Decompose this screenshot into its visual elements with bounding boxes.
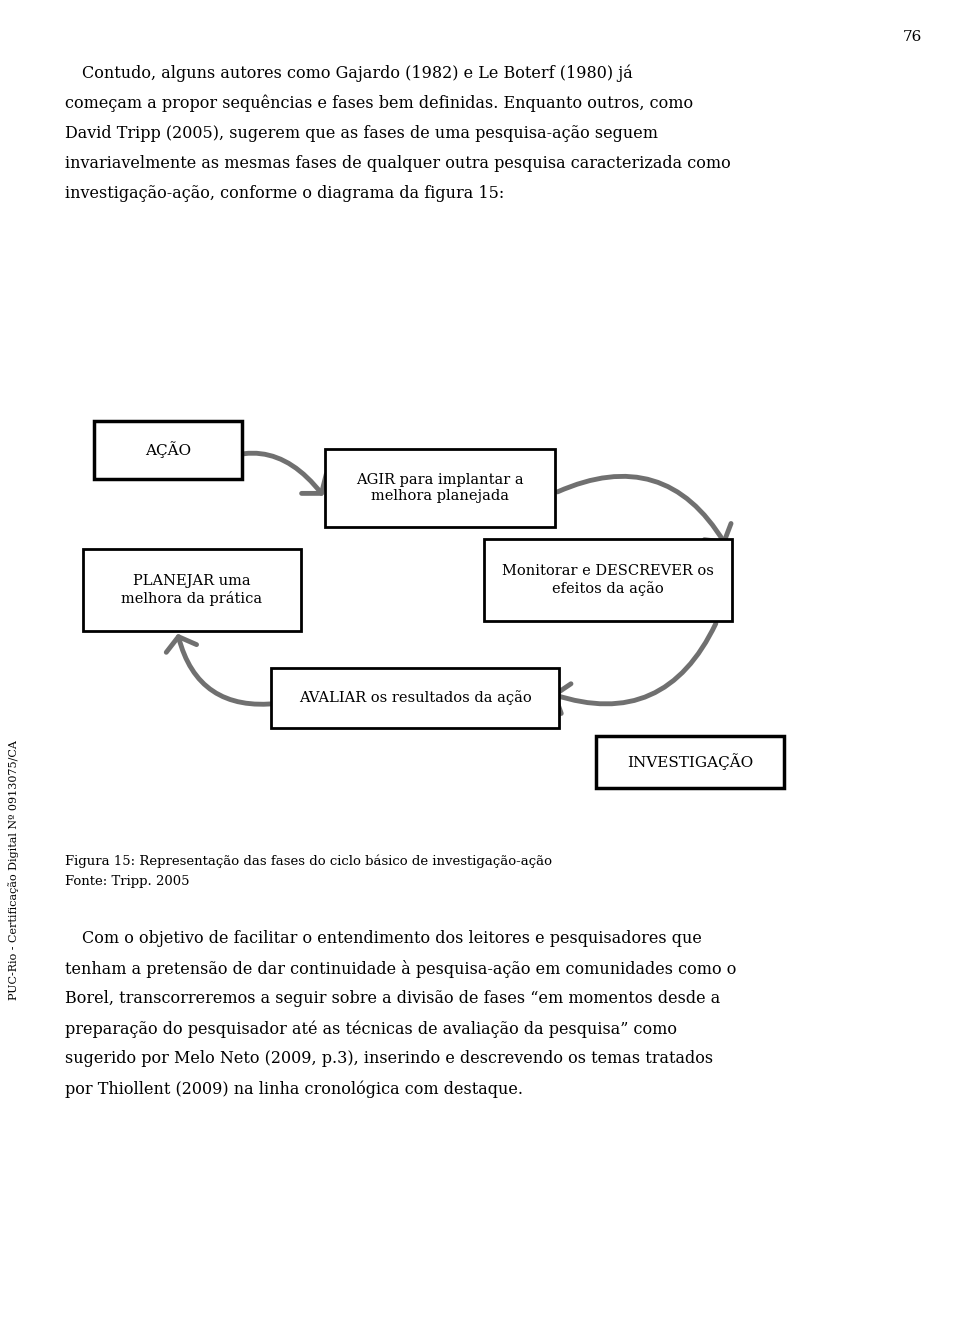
- Text: Monitorar e DESCREVER os
efeitos da ação: Monitorar e DESCREVER os efeitos da ação: [502, 565, 714, 596]
- Text: AÇÃO: AÇÃO: [145, 442, 191, 459]
- Text: Contudo, alguns autores como Gajardo (1982) e Le Boterf (1980) já: Contudo, alguns autores como Gajardo (19…: [82, 65, 633, 83]
- Text: INVESTIGAÇÃO: INVESTIGAÇÃO: [627, 753, 754, 770]
- Text: PLANEJAR uma
melhora da prática: PLANEJAR uma melhora da prática: [121, 574, 263, 605]
- Text: Borel, transcorreremos a seguir sobre a divisão de fases “em momentos desde a: Borel, transcorreremos a seguir sobre a …: [65, 991, 720, 1006]
- Text: Com o objetivo de facilitar o entendimento dos leitores e pesquisadores que: Com o objetivo de facilitar o entendimen…: [82, 930, 702, 947]
- Text: PUC-Rio - Certificação Digital Nº 0913075/CA: PUC-Rio - Certificação Digital Nº 091307…: [9, 740, 19, 1000]
- Text: sugerido por Melo Neto (2009, p.3), inserindo e descrevendo os temas tratados: sugerido por Melo Neto (2009, p.3), inse…: [65, 1050, 713, 1067]
- Text: por Thiollent (2009) na linha cronológica com destaque.: por Thiollent (2009) na linha cronológic…: [65, 1080, 523, 1097]
- FancyBboxPatch shape: [325, 448, 555, 528]
- Text: tenham a pretensão de dar continuidade à pesquisa-ação em comunidades como o: tenham a pretensão de dar continuidade à…: [65, 960, 736, 977]
- FancyBboxPatch shape: [83, 549, 301, 630]
- FancyBboxPatch shape: [271, 667, 559, 728]
- FancyBboxPatch shape: [484, 539, 732, 621]
- FancyBboxPatch shape: [596, 736, 784, 787]
- Text: AVALIAR os resultados da ação: AVALIAR os resultados da ação: [299, 691, 532, 706]
- Text: preparação do pesquisador até as técnicas de avaliação da pesquisa” como: preparação do pesquisador até as técnica…: [65, 1020, 677, 1038]
- Text: começam a propor sequências e fases bem definidas. Enquanto outros, como: começam a propor sequências e fases bem …: [65, 95, 693, 112]
- Text: invariavelmente as mesmas fases de qualquer outra pesquisa caracterizada como: invariavelmente as mesmas fases de qualq…: [65, 156, 731, 171]
- Text: Figura 15: Representação das fases do ciclo básico de investigação-ação: Figura 15: Representação das fases do ci…: [65, 855, 552, 868]
- Text: David Tripp (2005), sugerem que as fases de uma pesquisa-ação seguem: David Tripp (2005), sugerem que as fases…: [65, 125, 658, 142]
- Text: Fonte: Tripp. 2005: Fonte: Tripp. 2005: [65, 874, 189, 888]
- Text: 76: 76: [902, 30, 922, 44]
- FancyBboxPatch shape: [94, 421, 242, 479]
- Text: investigação-ação, conforme o diagrama da figura 15:: investigação-ação, conforme o diagrama d…: [65, 185, 504, 202]
- Text: AGIR para implantar a
melhora planejada: AGIR para implantar a melhora planejada: [356, 474, 524, 503]
